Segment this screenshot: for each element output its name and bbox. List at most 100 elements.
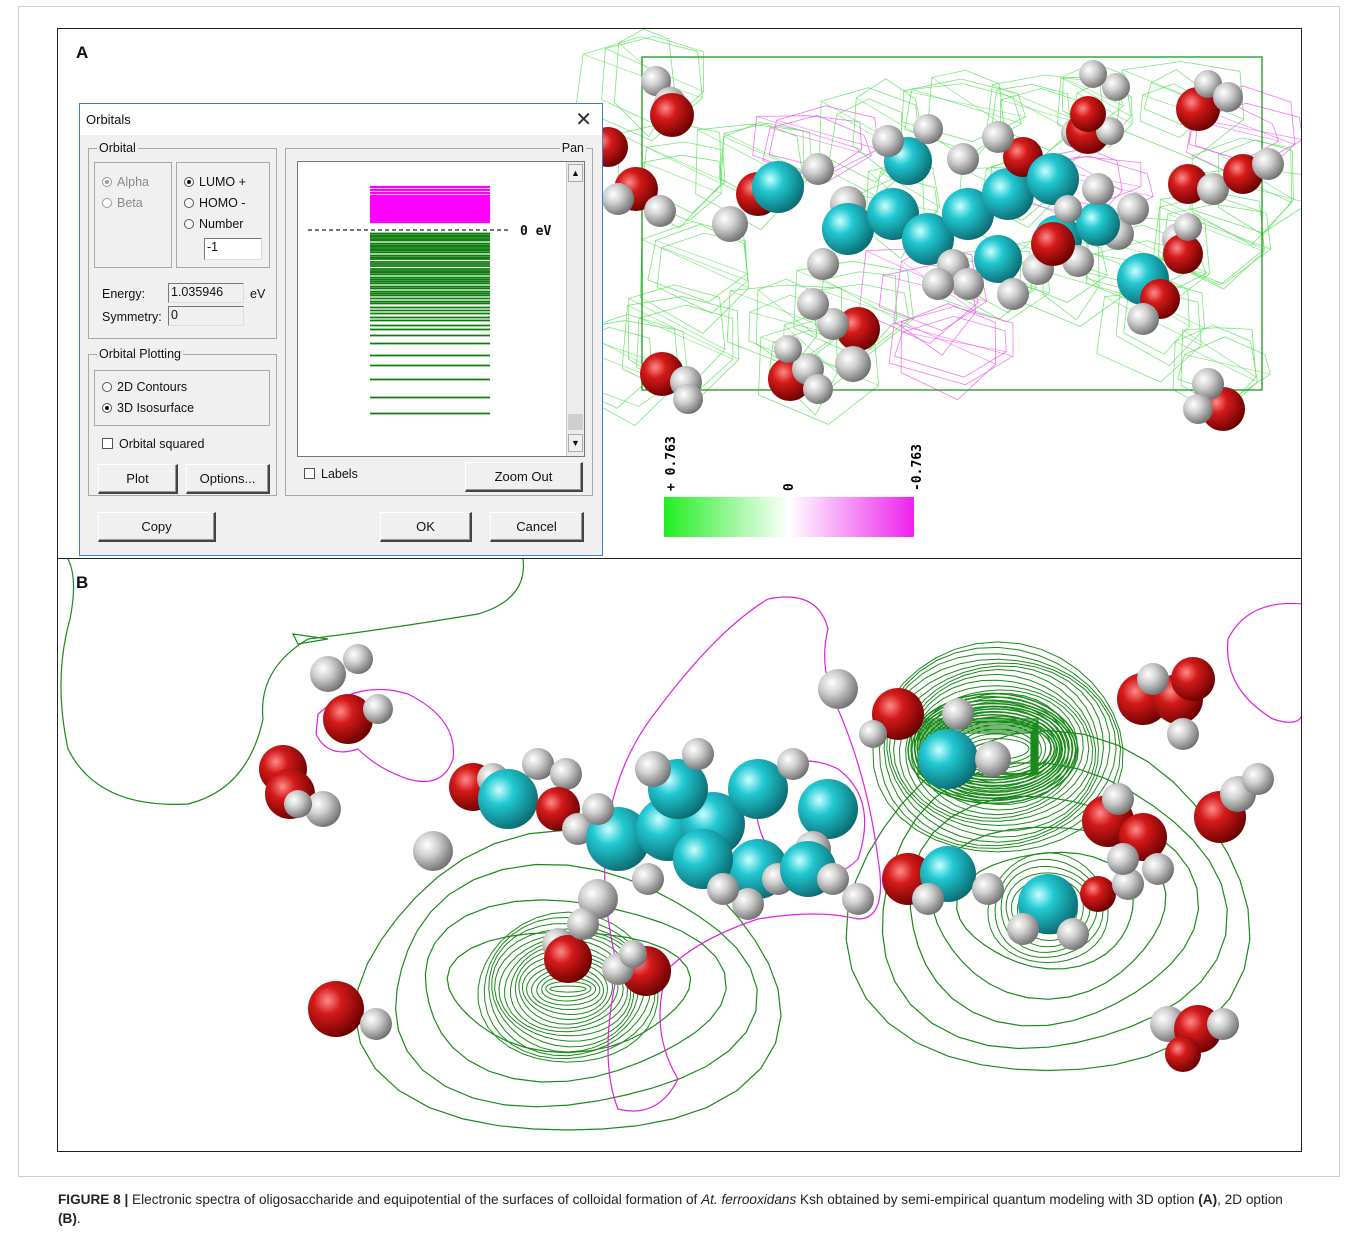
hydrogen-atom — [872, 125, 904, 157]
hydrogen-atom — [562, 813, 594, 845]
isosurface-edge — [1063, 77, 1124, 107]
contour-line — [477, 911, 659, 1063]
isosurface-edge — [643, 161, 722, 194]
hydrogen-atom — [1007, 913, 1039, 945]
number-radio[interactable]: Number — [184, 217, 243, 231]
scroll-up-icon[interactable]: ▲ — [568, 164, 583, 182]
dialog-title: Orbitals — [86, 112, 131, 127]
hydrogen-atom — [913, 114, 943, 144]
plot-mode-subgroup — [94, 370, 270, 426]
hydrogen-atom — [284, 790, 312, 818]
contour-line — [888, 662, 1104, 838]
contour-line — [60, 559, 525, 805]
pan-label: Pan — [559, 141, 586, 155]
panel-a: A + 0.763 0 -0.763 Orbitals ✕ Orbital Al… — [57, 28, 1302, 559]
atom-spheres — [588, 60, 1284, 431]
molecule-3d-view — [564, 29, 1301, 537]
isosurface-3d-radio[interactable]: 3D Isosurface — [102, 401, 194, 415]
options-button[interactable]: Options... — [186, 464, 270, 494]
hydrogen-atom — [777, 748, 809, 780]
contour-line — [504, 939, 632, 1037]
contour-line — [883, 653, 1117, 847]
hydrogen-atom — [975, 741, 1011, 777]
contour-line — [910, 695, 1077, 802]
contour-line — [907, 692, 1079, 805]
zero-ev-label: 0 eV — [520, 224, 552, 239]
orbital-number-input[interactable]: -1 — [204, 238, 262, 260]
cancel-button[interactable]: Cancel — [490, 512, 584, 542]
isosurface-edge — [757, 289, 817, 337]
energy-label: Energy: — [102, 287, 146, 301]
hydrogen-atom — [1054, 195, 1082, 223]
hydrogen-atom — [922, 268, 954, 300]
energy-level-canvas[interactable]: 0 eV ▲ ▼ — [297, 161, 585, 457]
copy-button[interactable]: Copy — [98, 512, 216, 542]
panel-letter-a: A — [76, 43, 89, 62]
hydrogen-atom — [360, 1008, 392, 1040]
isosurface-edge — [796, 270, 914, 320]
scroll-thumb[interactable] — [568, 414, 583, 430]
isosurface-edge — [661, 247, 748, 281]
contour-line — [1226, 602, 1301, 723]
contour-line — [878, 646, 1122, 849]
dialog-title-bar[interactable]: Orbitals ✕ — [80, 104, 602, 135]
contour-line — [446, 931, 692, 1054]
oxygen-atom — [1165, 1036, 1201, 1072]
oxygen-atom — [1171, 657, 1215, 701]
hydrogen-atom — [567, 908, 599, 940]
orbital-squared-checkbox[interactable]: Orbital squared — [102, 437, 204, 451]
contour-line — [994, 858, 1104, 958]
homo-radio[interactable]: HOMO - — [184, 196, 246, 210]
contour-line — [916, 702, 1070, 797]
hydrogen-atom — [774, 335, 802, 363]
carbon-atom — [1027, 153, 1079, 205]
panel-b: B — [57, 558, 1302, 1152]
caption-text-3: , 2D option — [1217, 1192, 1283, 1207]
isosurface-edge — [903, 90, 1026, 118]
hydrogen-atom — [982, 121, 1014, 153]
hydrogen-atom — [1127, 303, 1159, 335]
hydrogen-atom — [818, 669, 858, 709]
hydrogen-atom — [1102, 73, 1130, 101]
zoom-out-button[interactable]: Zoom Out — [465, 462, 583, 492]
vertical-scrollbar[interactable]: ▲ ▼ — [566, 162, 584, 456]
contour-line — [892, 665, 1100, 832]
hydrogen-atom — [835, 346, 871, 382]
scroll-down-icon[interactable]: ▼ — [568, 434, 583, 452]
close-icon[interactable]: ✕ — [575, 109, 592, 131]
level-subgroup — [176, 162, 270, 268]
spin-subgroup — [94, 162, 172, 268]
oxygen-atom — [1031, 222, 1075, 266]
contour-line — [987, 852, 1109, 964]
carbon-atom — [478, 769, 538, 829]
oxygen-atom — [650, 93, 694, 137]
contour-line — [509, 944, 629, 1033]
figure-label: FIGURE 8 | — [58, 1192, 129, 1207]
plot-button[interactable]: Plot — [98, 464, 178, 494]
orbital-group: Orbital — [88, 141, 277, 339]
panel-letter-b: B — [76, 573, 89, 592]
contour-line — [604, 596, 882, 1112]
hydrogen-atom — [310, 656, 346, 692]
molecule-2d-contour-view — [60, 559, 1301, 1131]
lumo-radio[interactable]: LUMO + — [184, 175, 246, 189]
hydrogen-atom — [673, 384, 703, 414]
hydrogen-atom — [1137, 663, 1169, 695]
energy-unit: eV — [250, 287, 266, 301]
hydrogen-atom — [644, 195, 676, 227]
contours-2d-radio[interactable]: 2D Contours — [102, 380, 187, 394]
ok-button[interactable]: OK — [380, 512, 472, 542]
isosurface-edge — [911, 89, 1022, 124]
labels-checkbox[interactable]: Labels — [304, 467, 358, 481]
hydrogen-atom — [947, 143, 979, 175]
contour-line — [898, 668, 1097, 827]
hydrogen-atom — [707, 873, 739, 905]
isosurface-edge — [1175, 341, 1258, 383]
oxygen-atom — [1163, 234, 1203, 274]
isosurface-edge — [641, 239, 749, 289]
carbon-atom — [982, 168, 1034, 220]
isosurface-edge — [902, 331, 1007, 352]
isosurface-edge — [769, 127, 872, 157]
hydrogen-atom — [807, 248, 839, 280]
hydrogen-atom — [1192, 368, 1224, 400]
